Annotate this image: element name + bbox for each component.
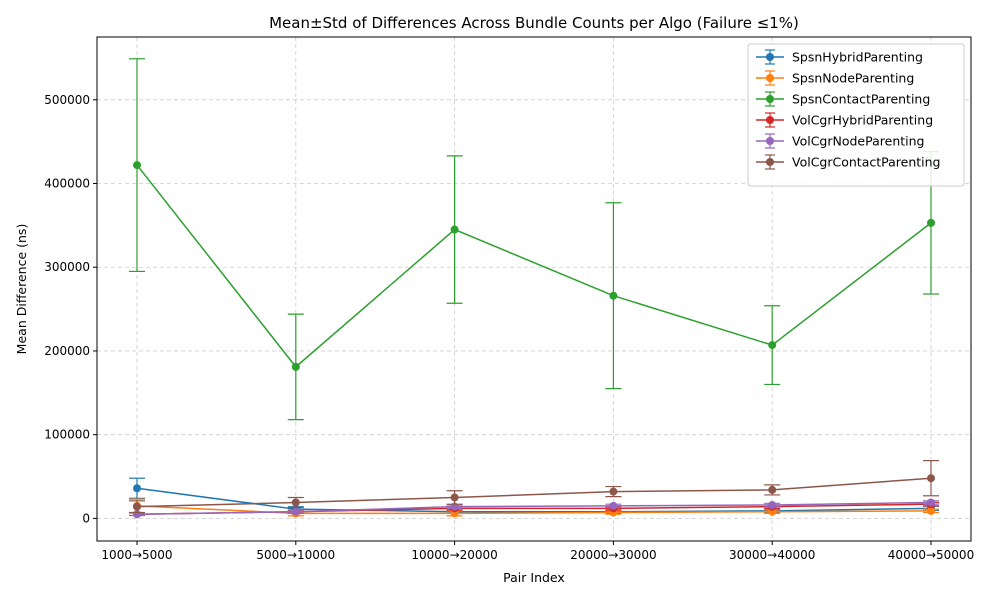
data-point: [768, 485, 777, 494]
legend-label: SpsnNodeParenting: [792, 71, 914, 86]
legend-label: VolCgrContactParenting: [792, 155, 940, 170]
series-line: [136, 487, 932, 513]
x-tick-label: 1000→5000: [101, 548, 172, 562]
data-point: [768, 341, 777, 350]
legend-marker: [766, 137, 774, 145]
data-point: [768, 501, 777, 509]
series-layer: [129, 58, 939, 519]
y-tick-label: 300000: [44, 260, 90, 274]
x-axis-title: Pair Index: [503, 570, 565, 585]
legend-marker: [766, 158, 774, 166]
legend-label: SpsnHybridParenting: [792, 50, 923, 65]
x-tick-label: 20000→30000: [570, 548, 656, 562]
y-tick-label: 200000: [44, 344, 90, 358]
series-VolCgrContactParenting: [129, 460, 939, 514]
series-SpsnContactParenting: [129, 58, 939, 421]
data-point: [609, 291, 618, 300]
legend-item: VolCgrContactParenting: [756, 154, 940, 170]
chart-title: Mean±Std of Differences Across Bundle Co…: [269, 14, 799, 32]
y-tick-label: 0: [82, 511, 90, 525]
legend-label: VolCgrNodeParenting: [792, 134, 924, 149]
data-point: [450, 225, 459, 234]
data-point: [133, 502, 141, 511]
legend-item: VolCgrNodeParenting: [756, 133, 924, 149]
y-tick-label: 500000: [44, 93, 90, 107]
x-tick-label: 10000→20000: [411, 548, 497, 562]
y-tick-label: 400000: [44, 177, 90, 191]
data-point: [927, 506, 935, 515]
data-point: [291, 362, 300, 371]
plot-frame: [96, 36, 972, 542]
legend-marker: [766, 95, 774, 103]
x-tick-label: 5000→10000: [256, 548, 335, 562]
data-point: [609, 487, 618, 496]
data-point: [291, 507, 300, 516]
data-point: [133, 161, 141, 170]
series-line: [136, 477, 932, 508]
legend-item: SpsnNodeParenting: [756, 70, 914, 86]
legend-marker: [766, 74, 774, 82]
y-tick-label: 100000: [44, 428, 90, 442]
legend-marker: [766, 116, 774, 124]
data-point: [927, 218, 935, 227]
legend-item: SpsnHybridParenting: [756, 49, 923, 65]
data-point: [609, 501, 618, 510]
x-tick-label: 40000→50000: [888, 548, 974, 562]
data-point: [927, 498, 935, 507]
legend-item: VolCgrHybridParenting: [756, 112, 933, 128]
data-point: [133, 484, 141, 493]
legend-item: SpsnContactParenting: [756, 91, 930, 107]
legend-label: SpsnContactParenting: [792, 92, 930, 107]
axes: 1000→5000 5000→10000 10000→20000 20000→3000…: [44, 93, 974, 562]
data-point: [927, 474, 935, 483]
x-tick-label: 30000→40000: [729, 548, 815, 562]
data-point: [291, 498, 300, 507]
y-axis-title: Mean Difference (ns): [14, 224, 29, 355]
legend-box: [747, 43, 965, 187]
legend-marker: [766, 53, 774, 61]
legend-label: VolCgrHybridParenting: [792, 113, 933, 128]
series-line: [136, 501, 932, 515]
data-point: [450, 493, 459, 502]
series-line: [136, 164, 932, 368]
legend: SpsnHybridParenting SpsnNodeParenting Spsn…: [747, 43, 965, 187]
